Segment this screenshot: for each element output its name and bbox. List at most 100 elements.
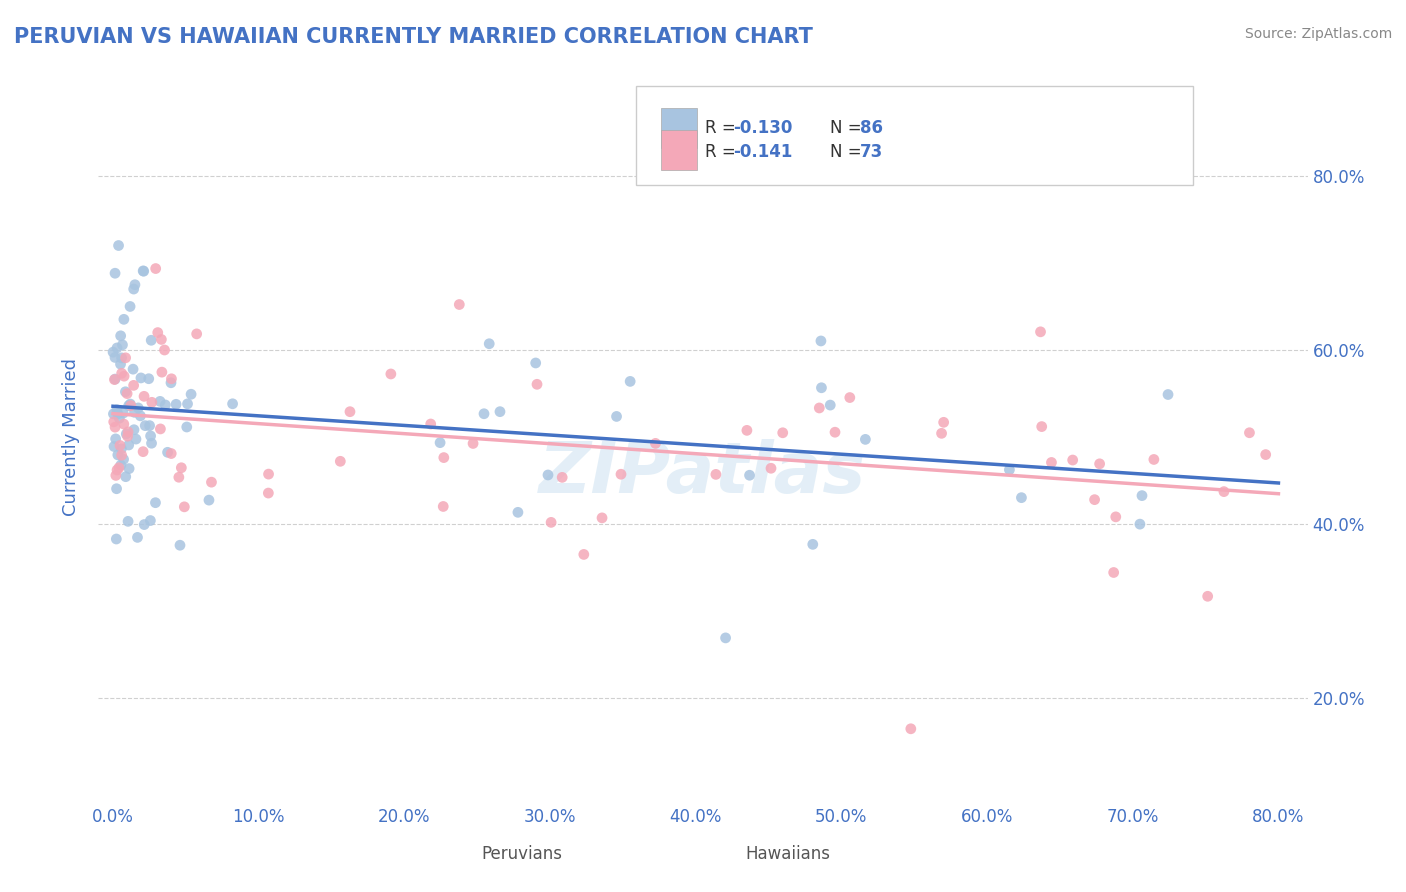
Peruvians bbox=[118, 399, 141, 413]
Peruvians bbox=[738, 468, 761, 483]
Peruvians bbox=[112, 452, 135, 467]
Peruvians bbox=[169, 538, 191, 552]
Peruvians bbox=[104, 351, 127, 365]
Hawaiians bbox=[1029, 325, 1052, 339]
Peruvians bbox=[134, 418, 156, 433]
Text: R =: R = bbox=[706, 143, 741, 161]
Hawaiians bbox=[115, 386, 138, 401]
Hawaiians bbox=[433, 450, 456, 465]
Peruvians bbox=[472, 407, 495, 421]
Hawaiians bbox=[167, 470, 190, 484]
Hawaiians bbox=[591, 511, 613, 525]
Hawaiians bbox=[759, 461, 782, 475]
Peruvians bbox=[141, 436, 163, 450]
Hawaiians bbox=[931, 426, 953, 441]
Y-axis label: Currently Married: Currently Married bbox=[62, 358, 80, 516]
Hawaiians bbox=[1143, 452, 1166, 467]
Peruvians bbox=[118, 461, 141, 475]
Peruvians bbox=[110, 458, 132, 473]
Hawaiians bbox=[257, 467, 280, 482]
Peruvians bbox=[114, 469, 136, 483]
Hawaiians bbox=[150, 333, 173, 347]
FancyBboxPatch shape bbox=[637, 86, 1192, 185]
Peruvians bbox=[138, 372, 160, 386]
Peruvians bbox=[120, 300, 142, 314]
Hawaiians bbox=[108, 438, 131, 452]
Hawaiians bbox=[1102, 566, 1125, 580]
Peruvians bbox=[1129, 517, 1152, 532]
Hawaiians bbox=[149, 422, 172, 436]
Peruvians bbox=[810, 334, 832, 348]
Peruvians bbox=[176, 420, 198, 434]
Peruvians bbox=[105, 482, 128, 496]
Hawaiians bbox=[339, 405, 361, 419]
Peruvians bbox=[105, 402, 128, 417]
Peruvians bbox=[104, 432, 127, 446]
Hawaiians bbox=[1088, 457, 1111, 471]
Peruvians bbox=[112, 406, 135, 420]
Peruvians bbox=[103, 440, 125, 454]
Peruvians bbox=[801, 537, 824, 551]
Hawaiians bbox=[551, 470, 574, 484]
Peruvians bbox=[110, 357, 132, 371]
Peruvians bbox=[489, 405, 512, 419]
Peruvians bbox=[112, 312, 135, 326]
Peruvians bbox=[134, 517, 156, 532]
Peruvians bbox=[101, 345, 124, 359]
Peruvians bbox=[156, 445, 179, 459]
Hawaiians bbox=[1254, 448, 1277, 462]
Peruvians bbox=[1157, 387, 1180, 401]
FancyBboxPatch shape bbox=[661, 130, 697, 170]
Peruvians bbox=[619, 375, 641, 389]
Peruvians bbox=[132, 264, 155, 278]
Hawaiians bbox=[145, 261, 167, 276]
Hawaiians bbox=[103, 415, 125, 429]
FancyBboxPatch shape bbox=[437, 836, 474, 865]
Peruvians bbox=[124, 277, 146, 292]
Hawaiians bbox=[104, 468, 127, 483]
Peruvians bbox=[110, 351, 132, 365]
FancyBboxPatch shape bbox=[703, 836, 740, 865]
Peruvians bbox=[104, 266, 127, 280]
Text: PERUVIAN VS HAWAIIAN CURRENTLY MARRIED CORRELATION CHART: PERUVIAN VS HAWAIIAN CURRENTLY MARRIED C… bbox=[14, 27, 813, 46]
Peruvians bbox=[115, 427, 138, 442]
Peruvians bbox=[160, 376, 183, 390]
Hawaiians bbox=[610, 467, 633, 482]
Peruvians bbox=[107, 448, 129, 462]
Text: N =: N = bbox=[830, 143, 868, 161]
Peruvians bbox=[122, 282, 145, 296]
Hawaiians bbox=[1040, 455, 1063, 469]
Hawaiians bbox=[103, 373, 125, 387]
Peruvians bbox=[111, 338, 134, 352]
Peruvians bbox=[114, 384, 136, 399]
Peruvians bbox=[103, 407, 125, 421]
Hawaiians bbox=[1213, 484, 1236, 499]
Hawaiians bbox=[170, 460, 193, 475]
Peruvians bbox=[124, 405, 146, 419]
Peruvians bbox=[105, 532, 128, 546]
Hawaiians bbox=[932, 415, 955, 429]
Peruvians bbox=[506, 505, 529, 519]
Peruvians bbox=[820, 398, 842, 412]
Peruvians bbox=[853, 433, 876, 447]
Peruvians bbox=[998, 463, 1021, 477]
Peruvians bbox=[714, 631, 737, 645]
Hawaiians bbox=[173, 500, 195, 514]
Hawaiians bbox=[1105, 509, 1128, 524]
Hawaiians bbox=[153, 343, 176, 357]
Hawaiians bbox=[461, 436, 484, 450]
Hawaiians bbox=[120, 399, 142, 413]
Hawaiians bbox=[122, 378, 145, 392]
Text: -0.141: -0.141 bbox=[734, 143, 793, 161]
Hawaiians bbox=[1084, 492, 1107, 507]
Hawaiians bbox=[644, 436, 666, 450]
Text: ZIPatlas: ZIPatlas bbox=[540, 439, 866, 508]
Peruvians bbox=[1010, 491, 1032, 505]
Hawaiians bbox=[540, 516, 562, 530]
Peruvians bbox=[129, 371, 152, 385]
Hawaiians bbox=[380, 367, 402, 381]
Peruvians bbox=[221, 397, 243, 411]
Hawaiians bbox=[432, 500, 454, 514]
Hawaiians bbox=[900, 722, 922, 736]
Hawaiians bbox=[117, 425, 139, 439]
